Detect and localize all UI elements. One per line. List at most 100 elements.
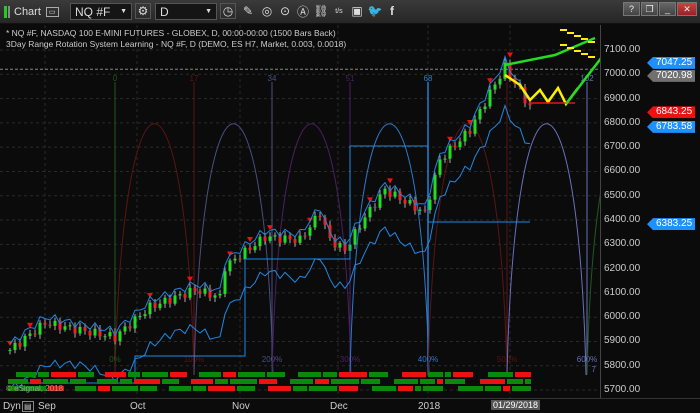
candle — [53, 320, 57, 326]
help-button[interactable]: ? — [623, 2, 640, 16]
restore-button[interactable]: ❐ — [641, 2, 658, 16]
signal-block — [142, 372, 168, 377]
calendar-icon[interactable]: ▤ — [22, 401, 34, 412]
signal-block — [445, 379, 465, 384]
link-icon — [4, 5, 10, 18]
candle — [158, 303, 162, 309]
candle — [213, 295, 217, 298]
candle — [73, 325, 77, 334]
lower-band — [9, 103, 531, 390]
sell-marker — [367, 197, 373, 203]
candle — [88, 330, 92, 336]
signal-block — [369, 372, 388, 377]
candle — [378, 194, 382, 208]
upper-band — [9, 54, 531, 345]
signal-block — [193, 386, 206, 391]
cycle-arc — [506, 123, 587, 376]
signal-block — [423, 386, 443, 391]
sell-marker — [467, 120, 473, 126]
facebook-icon[interactable]: f — [390, 4, 394, 18]
candle — [243, 247, 247, 260]
signal-block — [437, 379, 443, 384]
interval-value: D — [160, 4, 169, 19]
candle — [493, 84, 497, 90]
signal-block — [162, 379, 179, 384]
signal-block — [415, 386, 421, 391]
chart-tab[interactable]: Chart ▭ — [4, 3, 59, 20]
candle — [153, 302, 157, 309]
price-label: 6600.00 — [604, 165, 641, 177]
year-2018: 2018 — [418, 401, 441, 412]
chart-style-icon[interactable]: ◎ — [261, 4, 273, 18]
signal-block — [323, 372, 337, 377]
ts-icon[interactable]: t/s — [335, 7, 343, 15]
candle — [503, 62, 507, 79]
signal-block — [105, 372, 126, 377]
interval-select[interactable]: D ▼ — [155, 3, 217, 20]
link-chain-icon[interactable]: ⛓ — [313, 4, 329, 18]
minimize-button[interactable]: _ — [659, 2, 676, 16]
signal-block — [78, 372, 94, 377]
sell-marker — [187, 276, 193, 282]
candle — [228, 260, 232, 272]
month-nov: Nov — [232, 401, 250, 412]
candle — [108, 332, 112, 337]
candle — [238, 258, 242, 260]
signal-block — [394, 379, 418, 384]
cycle-arc — [193, 123, 274, 376]
twitter-icon[interactable]: 🐦 — [367, 4, 383, 18]
price-tag: 6783.58 — [647, 120, 696, 133]
window-title: Chart — [14, 5, 41, 18]
candle — [188, 287, 192, 298]
signal-block — [112, 386, 138, 391]
symbol-legend: * NQ #F, NASDAQ 100 E-MINI FUTURES - GLO… — [6, 28, 336, 38]
price-label: 6700.00 — [604, 141, 641, 153]
cycle-arc — [271, 123, 352, 376]
symbol-input[interactable]: NQ #F ▼ — [70, 3, 132, 20]
candle — [293, 239, 297, 243]
signal-block — [128, 372, 140, 377]
close-button[interactable]: ✕ — [677, 2, 697, 16]
signal-block — [525, 379, 531, 384]
signal-block — [21, 386, 46, 391]
sell-marker — [387, 178, 393, 184]
projection-green — [504, 36, 600, 105]
alert-icon[interactable]: Ⓐ — [296, 4, 309, 19]
candle — [178, 294, 182, 296]
projection-yellow — [504, 73, 579, 107]
time-axis[interactable]: Dyn ▤ Sep Oct Nov Dec 2018 01/29/2018 — [0, 398, 700, 413]
candle — [28, 333, 32, 336]
pencil-icon[interactable]: ✎ — [242, 4, 254, 18]
chevron-down-icon: ▼ — [205, 8, 212, 15]
candle — [313, 215, 317, 228]
candle — [308, 227, 312, 236]
price-chart[interactable]: 00%17100%34200%51300%68400%85500%102600%… — [0, 25, 600, 398]
price-label: 5800.00 — [604, 359, 641, 371]
price-label: 6500.00 — [604, 189, 641, 201]
candle — [393, 191, 397, 197]
candle — [138, 316, 142, 318]
candle — [83, 326, 87, 331]
cycle-count: 17 — [190, 74, 199, 83]
candle — [383, 188, 387, 195]
watermark: © eSignal, 2018 — [6, 384, 64, 393]
signal-block — [223, 372, 236, 377]
symbol-settings-icon[interactable]: ⚙ — [135, 3, 151, 19]
signal-block — [237, 386, 255, 391]
candle — [483, 106, 487, 110]
candle — [63, 326, 67, 330]
chat-icon[interactable]: ▣ — [351, 4, 363, 18]
candle — [128, 326, 132, 329]
candle — [413, 200, 417, 211]
signal-block — [259, 379, 277, 384]
play-icon[interactable]: ⊙ — [279, 4, 291, 18]
price-axis[interactable]: 7100.00 7000.00 6900.00 6800.00 6700.00 6600.… — [600, 25, 700, 398]
candle — [233, 258, 237, 261]
clock-icon[interactable]: ◷ — [220, 3, 236, 19]
sell-marker — [147, 293, 153, 299]
candle — [98, 328, 102, 337]
candle — [273, 235, 277, 237]
chart-legend: * NQ #F, NASDAQ 100 E-MINI FUTURES - GLO… — [6, 28, 346, 50]
candle — [203, 288, 207, 294]
signal-block — [361, 379, 380, 384]
